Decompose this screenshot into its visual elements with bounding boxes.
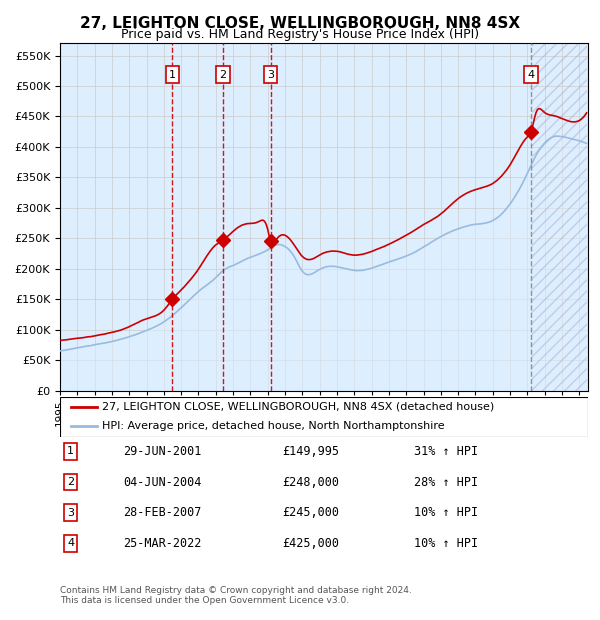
Text: 28% ↑ HPI: 28% ↑ HPI: [414, 476, 478, 489]
Text: 2: 2: [67, 477, 74, 487]
Text: 4: 4: [528, 69, 535, 79]
Text: This data is licensed under the Open Government Licence v3.0.: This data is licensed under the Open Gov…: [60, 596, 349, 606]
Text: 4: 4: [67, 538, 74, 549]
Text: 29-JUN-2001: 29-JUN-2001: [124, 445, 202, 458]
Text: Price paid vs. HM Land Registry's House Price Index (HPI): Price paid vs. HM Land Registry's House …: [121, 28, 479, 41]
Text: HPI: Average price, detached house, North Northamptonshire: HPI: Average price, detached house, Nort…: [102, 421, 445, 431]
Text: 28-FEB-2007: 28-FEB-2007: [124, 507, 202, 519]
Text: £425,000: £425,000: [282, 537, 339, 550]
Text: 3: 3: [267, 69, 274, 79]
Text: 27, LEIGHTON CLOSE, WELLINGBOROUGH, NN8 4SX (detached house): 27, LEIGHTON CLOSE, WELLINGBOROUGH, NN8 …: [102, 402, 494, 412]
Text: 31% ↑ HPI: 31% ↑ HPI: [414, 445, 478, 458]
Text: 1: 1: [169, 69, 176, 79]
Text: 10% ↑ HPI: 10% ↑ HPI: [414, 537, 478, 550]
Text: 2: 2: [220, 69, 227, 79]
Text: 25-MAR-2022: 25-MAR-2022: [124, 537, 202, 550]
Text: 10% ↑ HPI: 10% ↑ HPI: [414, 507, 478, 519]
Text: £248,000: £248,000: [282, 476, 339, 489]
Text: 1: 1: [67, 446, 74, 456]
Text: 27, LEIGHTON CLOSE, WELLINGBOROUGH, NN8 4SX: 27, LEIGHTON CLOSE, WELLINGBOROUGH, NN8 …: [80, 16, 520, 30]
Text: £245,000: £245,000: [282, 507, 339, 519]
Text: 3: 3: [67, 508, 74, 518]
FancyBboxPatch shape: [60, 397, 588, 437]
Text: £149,995: £149,995: [282, 445, 339, 458]
Text: Contains HM Land Registry data © Crown copyright and database right 2024.: Contains HM Land Registry data © Crown c…: [60, 586, 412, 595]
Text: 04-JUN-2004: 04-JUN-2004: [124, 476, 202, 489]
